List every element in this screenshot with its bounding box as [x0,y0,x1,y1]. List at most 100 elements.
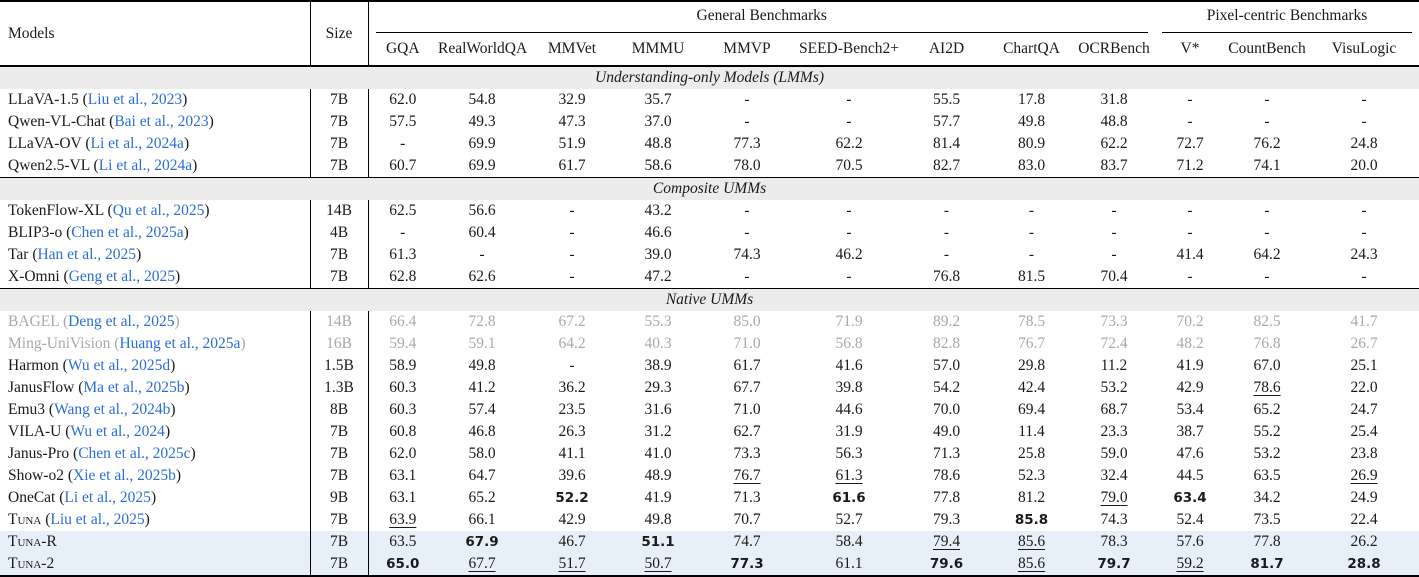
model-name: Harmon [8,357,59,374]
citation-link[interactable]: Wu et al., 2025d [67,357,171,374]
score-cell: 62.2 [835,135,863,152]
score-cell: 61.6 [832,490,866,506]
model-name: LLaVA-1.5 [8,91,79,108]
score-cell: 24.9 [1350,489,1378,506]
citation-link[interactable]: Chen et al., 2025c [78,445,191,462]
citation-link[interactable]: Bai et al., 2023 [114,113,209,130]
score-cell: 46.2 [835,246,863,263]
citation-link[interactable]: Wu et al., 2024 [70,423,165,440]
score-cell: 81.7 [1225,553,1310,576]
score-cell: - [744,91,750,108]
score-cell: 29.3 [644,379,672,396]
score-cell: 71.2 [1176,157,1204,174]
score-cell: 59.4 [389,335,417,352]
score-cell: 78.6 [932,467,961,484]
score-cell: 73.5 [1253,511,1281,528]
size-cell: 1.5B [309,355,369,377]
table-row: Ming-UniVision (Huang et al., 2025a) 16B 5… [0,333,1419,355]
score-cell: 71.0 [733,401,761,418]
score-cell: 25.8 [1017,445,1046,462]
score-cell: 71.3 [733,489,761,506]
score-cell: 61.3 [389,246,417,263]
table-body: Understanding-only Models (LMMs) LLaVA-1.… [0,65,1419,576]
score-cell: 58.9 [389,357,417,374]
size-cell: 8B [309,399,369,421]
model-name: Qwen-VL-Chat [8,113,106,130]
size-cell: 7B [309,155,369,178]
table-row: Tuna-2 7B 65.0 67.7 51.7 50.7 77.3 61.1 79.6 85.6… [0,553,1419,576]
score-cell: - [744,113,750,130]
citation-link[interactable]: Xie et al., 2025b [73,467,176,484]
score-cell: 22.4 [1350,511,1378,528]
model-name: Qwen2.5-VL [8,157,90,174]
score-cell: 70.4 [1100,268,1128,285]
score-cell: 70.7 [733,511,761,528]
table-row: JanusFlow (Ma et al., 2025b) 1.3B 60.3 41.2… [0,377,1419,399]
score-cell: 81.5 [1017,268,1046,285]
model-cell: LLaVA-1.5 (Liu et al., 2023) [8,91,188,108]
model-name: LLaVA-OV [8,135,82,152]
score-cell: 79.3 [932,511,961,528]
score-cell: 49.8 [644,511,672,528]
size-cell: 7B [309,133,369,155]
citation-link[interactable]: Li et al., 2025 [64,489,151,506]
citation-link[interactable]: Liu et al., 2025 [50,511,145,528]
score-cell: - [846,113,852,130]
group-header-general-benchmarks: General Benchmarks [368,1,1155,33]
score-cell: 23.5 [558,401,586,418]
group-header-pixel-centric-benchmarks: Pixel-centric Benchmarks [1155,1,1419,33]
score-cell: - [1187,268,1193,285]
citation-link[interactable]: Qu et al., 2025 [112,202,205,219]
score-cell: - [1264,268,1270,285]
score-cell: 54.2 [932,379,961,396]
score-cell: 58.4 [795,531,903,553]
score-cell: 48.9 [644,467,672,484]
citation-link[interactable]: Wang et al., 2024b [54,401,171,418]
score-cell: 57.7 [932,113,961,130]
score-cell: 89.2 [932,313,961,330]
citation-link[interactable]: Li et al., 2024a [90,135,184,152]
citation-link[interactable]: Ma et al., 2025b [83,379,185,396]
score-cell: - [1111,202,1117,219]
size-cell: 7B [309,244,369,266]
score-cell: - [400,224,406,241]
score-cell: 44.5 [1176,467,1204,484]
score-cell: 53.2 [1100,379,1128,396]
score-cell: - [1187,113,1193,130]
score-cell: 52.7 [835,511,863,528]
score-cell: 69.9 [468,157,496,174]
citation-link[interactable]: Liu et al., 2023 [87,91,183,108]
score-cell: 69.4 [1017,401,1046,418]
score-cell: 48.8 [644,135,672,152]
score-cell: - [479,246,485,263]
score-cell: 28.8 [1309,553,1419,576]
score-cell: 64.2 [1253,246,1281,263]
citation-link[interactable]: Chen et al., 2025a [71,224,184,241]
score-cell: 71.0 [733,335,761,352]
citation-link[interactable]: Geng et al., 2025 [68,268,176,285]
score-cell: 77.3 [733,135,761,152]
size-cell: 9B [309,487,369,509]
score-cell: - [1361,91,1367,108]
score-cell: 32.4 [1100,467,1128,484]
column-header-countbench: CountBench [1228,40,1306,57]
size-cell: 7B [309,266,369,289]
citation-link[interactable]: Li et al., 2024a [98,157,193,174]
score-cell: 54.8 [468,91,496,108]
citation-link[interactable]: Han et al., 2025 [37,246,137,263]
score-cell: 85.6 [990,531,1073,553]
score-cell: 81.2 [1017,489,1046,506]
citation-link[interactable]: Deng et al., 2025 [68,313,175,330]
score-cell: 64.2 [558,335,586,352]
citation-link[interactable]: Huang et al., 2025a [119,335,241,352]
table-row: VILA-U (Wu et al., 2024) 7B 60.8 46.8 26.3 31… [0,421,1419,443]
score-cell: 82.7 [932,157,961,174]
model-cell: Show-o2 (Xie et al., 2025b) [8,467,182,484]
score-cell: 62.0 [389,91,417,108]
score-cell: 62.2 [1100,135,1128,152]
score-cell: - [1361,224,1367,241]
score-cell: 67.2 [558,313,586,330]
model-cell: VILA-U (Wu et al., 2024) [8,423,171,440]
score-cell: 60.8 [389,423,417,440]
